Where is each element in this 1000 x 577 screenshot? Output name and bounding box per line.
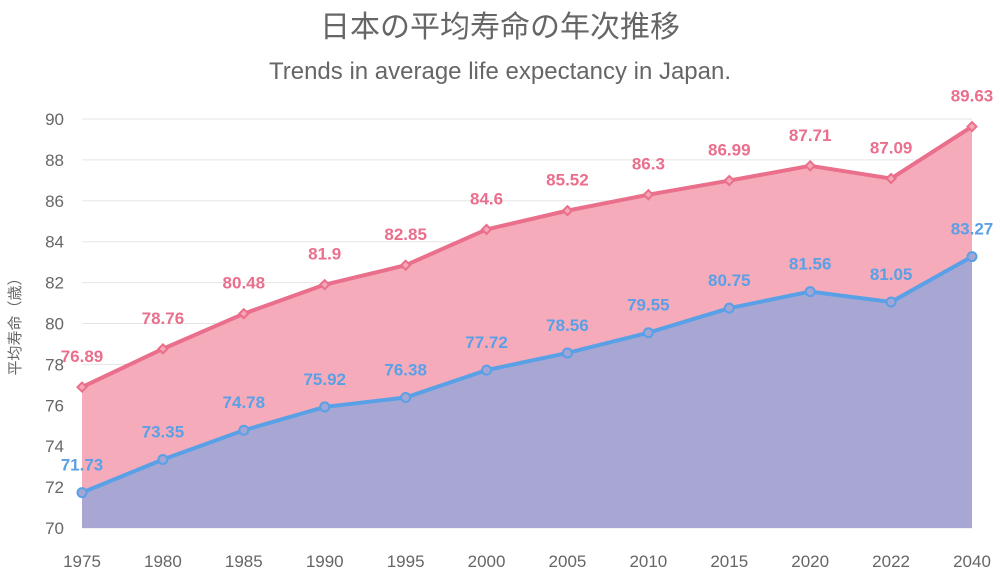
male-data-label: 74.78 <box>223 393 266 412</box>
female-data-label: 87.09 <box>870 139 913 158</box>
female-data-label: 86.3 <box>632 155 665 174</box>
male-data-label: 80.75 <box>708 271 751 290</box>
male-data-label: 78.56 <box>546 316 589 335</box>
x-tick-label: 2022 <box>872 552 910 571</box>
x-tick-label: 2040 <box>953 552 991 571</box>
y-tick-label: 90 <box>45 110 64 129</box>
male-marker <box>238 424 250 436</box>
axis-layer: 70 72 74 76 78 80 82 84 86 88 90 1975 1980 1985 1990 19… <box>45 110 991 571</box>
female-data-label: 87.71 <box>789 126 832 145</box>
female-marker <box>561 204 574 217</box>
female-marker <box>642 188 655 201</box>
male-marker <box>723 302 735 314</box>
chart-subtitle: Trends in average life expectancy in Jap… <box>268 58 732 85</box>
male-data-label: 81.05 <box>870 265 913 284</box>
male-data-label: 77.72 <box>465 333 508 352</box>
x-tick-label: 2010 <box>629 552 667 571</box>
female-data-label: 76.89 <box>61 347 104 366</box>
y-tick-label: 76 <box>45 396 64 415</box>
x-tick-label: 2020 <box>791 552 829 571</box>
x-tick-label: 2005 <box>549 552 587 571</box>
male-marker <box>966 251 978 263</box>
male-data-label: 71.73 <box>61 456 104 475</box>
female-marker <box>237 307 250 320</box>
male-data-label: 75.92 <box>303 370 346 389</box>
y-tick-label: 80 <box>45 315 64 334</box>
female-marker <box>318 278 331 291</box>
female-data-label: 85.52 <box>546 171 589 190</box>
female-data-label: 84.6 <box>470 189 503 208</box>
marker-layer <box>76 120 978 499</box>
area-fill-layer <box>82 126 972 528</box>
x-tick-label: 1990 <box>306 552 344 571</box>
x-tick-label: 1980 <box>144 552 182 571</box>
x-tick-label: 1995 <box>387 552 425 571</box>
female-data-label: 80.48 <box>223 274 266 293</box>
y-tick-label: 72 <box>45 478 64 497</box>
female-marker <box>76 381 88 394</box>
male-marker <box>76 487 88 499</box>
male-marker <box>561 347 573 359</box>
female-marker <box>399 259 412 272</box>
male-data-label: 73.35 <box>142 422 185 441</box>
female-data-label: 82.85 <box>384 225 427 244</box>
female-marker <box>885 172 898 185</box>
y-tick-label: 70 <box>45 519 64 538</box>
x-tick-label: 1975 <box>63 552 101 571</box>
female-marker <box>480 223 493 236</box>
female-data-label: 89.63 <box>951 87 994 106</box>
female-data-label: 78.76 <box>142 309 185 328</box>
male-data-label: 79.55 <box>627 296 670 315</box>
female-data-label: 81.9 <box>308 245 341 264</box>
data-label-layer: 76.89 78.76 80.48 81.9 82.85 84.6 85.52 86.3 86.… <box>61 87 994 475</box>
x-tick-label: 2000 <box>468 552 506 571</box>
male-marker <box>885 296 897 308</box>
y-tick-label: 78 <box>45 355 64 374</box>
male-marker <box>481 364 493 376</box>
x-tick-label: 2015 <box>710 552 748 571</box>
male-data-label: 83.27 <box>951 220 994 239</box>
x-tick-label: 1985 <box>225 552 263 571</box>
male-line <box>81 254 973 495</box>
y-tick-label: 86 <box>45 192 64 211</box>
female-line <box>81 124 974 389</box>
female-marker <box>966 120 978 133</box>
chart-title: 日本の平均寿命の年次推移 <box>320 10 680 45</box>
male-marker <box>319 401 331 413</box>
y-tick-label: 82 <box>45 274 64 293</box>
y-tick-label: 74 <box>45 437 64 456</box>
female-marker <box>156 342 169 355</box>
male-area <box>82 256 972 528</box>
female-data-label: 86.99 <box>708 141 751 160</box>
female-marker <box>804 159 817 172</box>
y-tick-label: 84 <box>45 233 64 252</box>
y-axis-label: 平均寿命（歳） <box>6 270 24 375</box>
male-marker <box>157 453 169 465</box>
male-marker <box>400 392 412 404</box>
female-marker <box>723 174 736 187</box>
y-tick-label: 88 <box>45 151 64 170</box>
male-marker <box>642 327 654 339</box>
male-data-label: 81.56 <box>789 255 832 274</box>
line-layer <box>81 124 974 495</box>
male-marker <box>804 286 816 298</box>
male-data-label: 76.38 <box>384 361 427 380</box>
